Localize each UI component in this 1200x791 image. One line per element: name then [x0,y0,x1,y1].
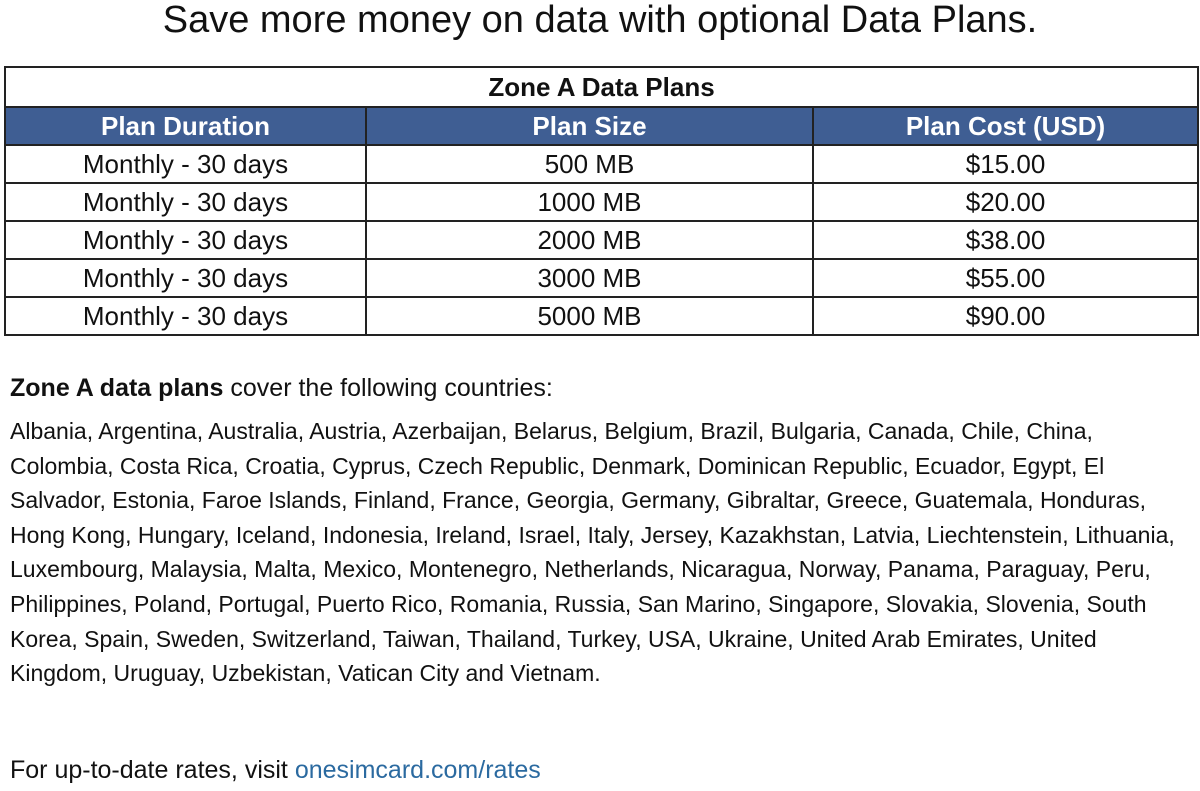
table-cell: $20.00 [811,182,1200,222]
table-cell: Monthly - 30 days [4,144,367,184]
table-row: Monthly - 30 days 3000 MB $55.00 [4,258,1200,298]
rates-link[interactable]: onesimcard.com/rates [294,756,541,784]
country-list: Albania, Argentina, Australia, Austria, … [10,418,1175,687]
table-cell: 5000 MB [365,296,814,336]
intro-rest: cover the following countries: [230,374,553,402]
table-cell: Monthly - 30 days [4,182,367,222]
table-row: Monthly - 30 days 2000 MB $38.00 [4,220,1200,260]
table-cell: $15.00 [811,144,1200,184]
column-header: Plan Size [365,106,814,146]
table-row: Monthly - 30 days 500 MB $15.00 [4,144,1200,184]
table-cell: 1000 MB [365,182,814,222]
footer-text: For up-to-date rates, visit [10,756,288,784]
table-caption: Zone A Data Plans [3,66,1200,108]
coverage-intro: Zone A data plans cover the following co… [10,374,553,403]
table-cell: $38.00 [811,220,1200,260]
table-cell: 500 MB [365,144,814,184]
page-title: Save more money on data with optional Da… [162,0,1038,41]
table-cell: $90.00 [811,296,1200,336]
table-cell: Monthly - 30 days [4,258,367,298]
plans-table: Zone A Data Plans Plan Duration Plan Size… [3,66,1200,336]
footer: For up-to-date rates, visit onesimcard.c… [10,756,541,785]
table-cell: Monthly - 30 days [4,296,367,336]
table-row: Monthly - 30 days 5000 MB $90.00 [4,296,1200,336]
column-header: Plan Cost (USD) [811,106,1200,146]
table-row: Monthly - 30 days 1000 MB $20.00 [4,182,1200,222]
intro-bold: Zone A data plans [10,374,224,402]
table-cell: 2000 MB [365,220,814,260]
column-header: Plan Duration [4,106,367,146]
table-cell: $55.00 [811,258,1200,298]
table-cell: Monthly - 30 days [4,220,367,260]
table-cell: 3000 MB [365,258,814,298]
header-row: Plan Duration Plan Size Plan Cost (USD) [4,106,1200,146]
